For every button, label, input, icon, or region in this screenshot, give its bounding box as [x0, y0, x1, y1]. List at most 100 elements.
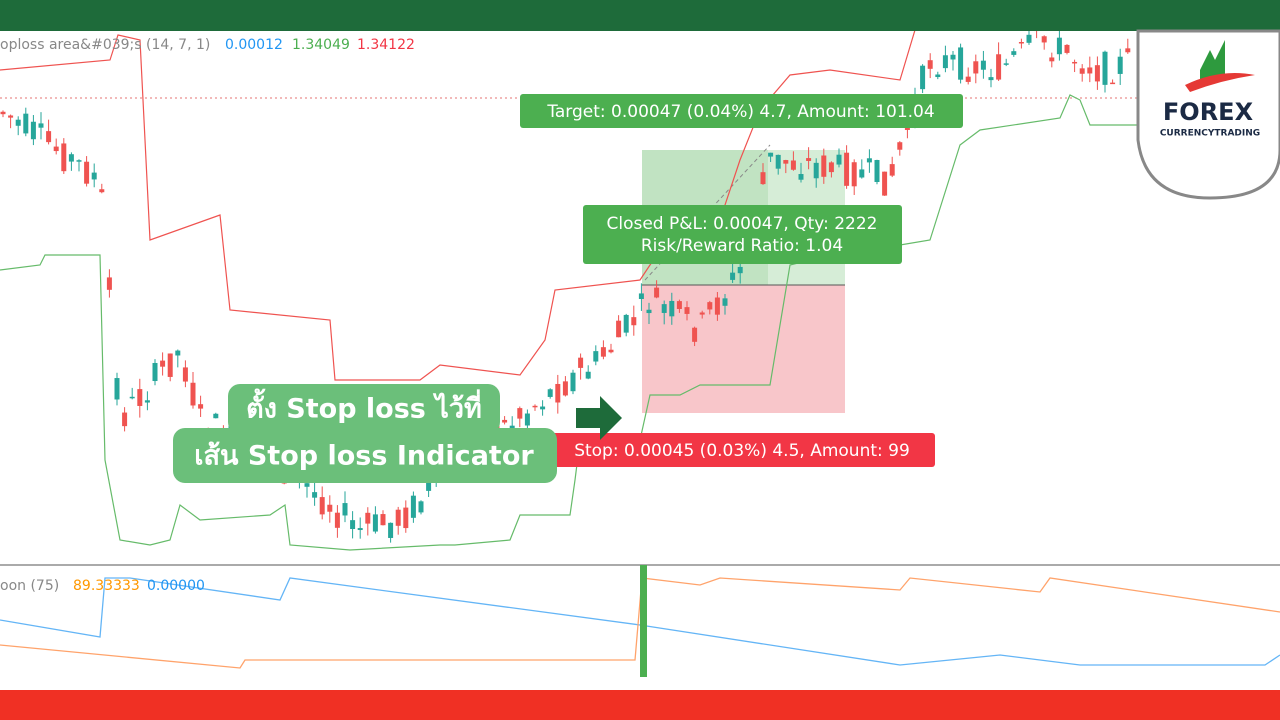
candle [30, 121, 36, 140]
candle [23, 113, 29, 134]
candle [1064, 44, 1070, 53]
candle [973, 61, 979, 74]
candle [327, 504, 333, 512]
candle [53, 146, 59, 152]
arrow [576, 396, 622, 440]
candle [593, 351, 599, 362]
candle [372, 514, 378, 532]
callout-box-top [228, 384, 500, 434]
candle [182, 367, 188, 382]
candle [1094, 65, 1100, 82]
candle [91, 172, 97, 180]
bottom-bar [0, 690, 1280, 720]
aroon-down [0, 577, 1280, 666]
candle [524, 413, 530, 426]
candle [160, 360, 166, 367]
candle [152, 362, 158, 382]
candle [859, 169, 865, 178]
candle [1110, 82, 1116, 85]
candle [1056, 37, 1062, 55]
candle [851, 162, 857, 187]
candle [342, 503, 348, 516]
candle [129, 396, 135, 399]
candle [198, 404, 204, 409]
indicator-value: 0.00012 [225, 37, 283, 53]
candle [1003, 63, 1009, 65]
candle [68, 154, 74, 162]
candle [167, 353, 173, 377]
candle [798, 174, 804, 180]
logo-badge [1136, 29, 1280, 200]
candle [547, 389, 553, 397]
closed-label-box [583, 205, 902, 264]
candle [889, 164, 895, 176]
candle [38, 123, 44, 128]
candle [365, 512, 371, 524]
target-label: Target: 0.00047 (0.04%) 4.7, Amount: 101… [546, 102, 934, 122]
candle [562, 381, 568, 396]
candle [46, 131, 52, 143]
candle [84, 161, 90, 184]
callout-box-bottom [173, 428, 557, 483]
candle [0, 111, 6, 115]
callout-line-1: ตั้ง Stop loss ไว้ที่ [246, 388, 482, 425]
candle [403, 507, 409, 529]
candle [942, 55, 948, 69]
candle [1087, 67, 1093, 74]
candle [737, 266, 743, 274]
candle [692, 327, 698, 342]
target-label-box [520, 94, 963, 128]
candle [1026, 34, 1032, 43]
candle [304, 483, 310, 487]
candle [122, 412, 128, 427]
candle [600, 347, 606, 357]
candle [175, 350, 181, 356]
candle [350, 520, 356, 530]
candle [532, 405, 538, 408]
candle [61, 143, 67, 172]
candle [388, 522, 394, 538]
candle [980, 60, 986, 70]
candle [76, 160, 82, 162]
candle [15, 119, 21, 126]
candle [806, 158, 812, 161]
stop-zone [642, 285, 845, 413]
candle [775, 154, 781, 169]
candle [410, 495, 416, 518]
lower-band [0, 94, 1140, 551]
candle [882, 171, 888, 196]
closed-label: Closed P&L: 0.00047, Qty: 2222 [607, 214, 878, 234]
candle [684, 307, 690, 314]
candle [190, 382, 196, 406]
candle [950, 54, 956, 60]
candle [144, 400, 150, 403]
candle [137, 389, 143, 406]
lower-indicator-value: 89.33333 [73, 578, 140, 594]
candle [8, 115, 14, 118]
candle [502, 419, 508, 423]
candle [585, 371, 591, 379]
candle [866, 158, 872, 163]
ratio-label: Risk/Reward Ratio: 1.04 [641, 236, 843, 256]
candle [319, 497, 325, 515]
candle [654, 287, 660, 298]
candle [1011, 51, 1017, 55]
candle [555, 383, 561, 403]
candle [669, 300, 675, 317]
lower-indicator-value: 0.00000 [147, 578, 205, 594]
candle [357, 528, 363, 531]
candle [418, 501, 424, 513]
stop-label-box [548, 433, 935, 467]
candle [722, 298, 728, 306]
candle [790, 160, 796, 170]
candle [540, 406, 546, 410]
candle [334, 512, 340, 528]
candle [578, 357, 584, 368]
candle [988, 77, 994, 81]
candle [570, 372, 576, 392]
candle [1117, 56, 1123, 74]
candle [927, 60, 933, 69]
stop-label: Stop: 0.00045 (0.03%) 4.5, Amount: 99 [574, 441, 910, 461]
candle [935, 74, 941, 78]
